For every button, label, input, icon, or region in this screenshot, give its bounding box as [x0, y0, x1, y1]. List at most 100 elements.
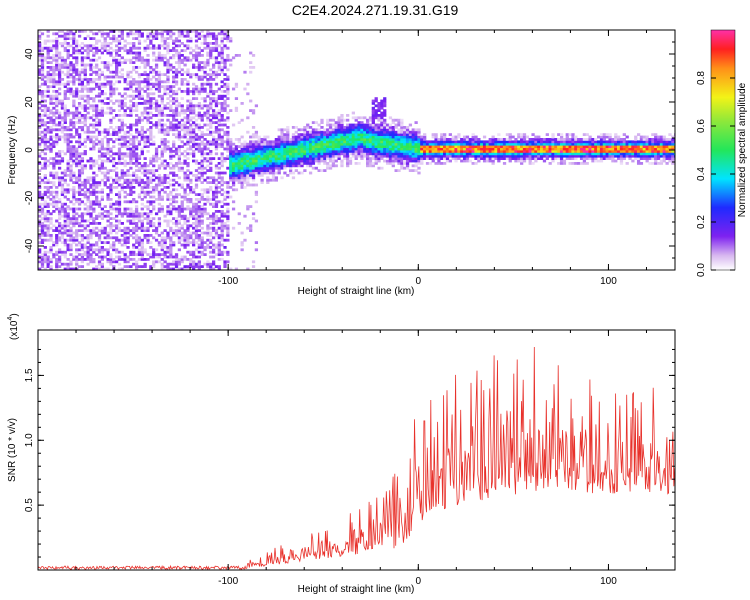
heatmap-cell [100, 188, 104, 192]
heatmap-cell [103, 152, 107, 156]
heatmap-cell [186, 183, 190, 187]
heatmap-cell [226, 210, 230, 213]
heatmap-cell [428, 145, 433, 148]
heatmap-cell [132, 138, 136, 141]
heatmap-cell [377, 140, 381, 144]
heatmap-cell [72, 186, 76, 189]
heatmap-cell [414, 147, 418, 151]
heatmap-cell [231, 147, 236, 151]
heatmap-cell [234, 109, 239, 112]
heatmap-cell [200, 147, 204, 151]
heatmap-cell [72, 224, 76, 228]
heatmap-cell [77, 118, 82, 122]
heatmap-cell [132, 246, 136, 249]
heatmap-cell [69, 207, 73, 211]
heatmap-cell [269, 140, 273, 144]
heatmap-cell [115, 255, 119, 259]
heatmap-cell [80, 90, 85, 93]
heatmap-cell [214, 49, 219, 52]
heatmap-cell [55, 80, 59, 84]
heatmap-cell [346, 159, 350, 163]
heatmap-cell [117, 198, 122, 201]
heatmap-cell [40, 56, 45, 60]
heatmap-cell [391, 138, 395, 141]
heatmap-cell [112, 258, 116, 261]
heatmap-cell [214, 121, 219, 124]
heatmap-cell [411, 164, 415, 168]
heatmap-cell [166, 212, 170, 216]
heatmap-cell [49, 56, 53, 60]
heatmap-cell [129, 181, 133, 184]
heatmap-cell [55, 238, 59, 242]
heatmap-cell [200, 176, 204, 180]
heatmap-cell [152, 186, 156, 189]
heatmap-cell [97, 147, 102, 151]
heatmap-cell [377, 130, 381, 134]
heatmap-cell [360, 150, 364, 153]
heatmap-cell [123, 229, 127, 232]
heatmap-cell [331, 130, 336, 134]
heatmap-cell [38, 236, 42, 240]
heatmap-cell [183, 154, 187, 158]
heatmap-cell [217, 73, 221, 76]
heatmap-cell [146, 186, 150, 189]
heatmap-cell [351, 150, 355, 153]
heatmap-cell [351, 128, 355, 132]
heatmap-cell [112, 90, 116, 93]
heatmap-cell [149, 39, 153, 43]
heatmap-cell [80, 236, 85, 240]
heatmap-cell [411, 152, 415, 156]
heatmap-cell [169, 128, 173, 132]
heatmap-cell [348, 147, 353, 151]
heatmap-cell [126, 94, 130, 98]
heatmap-cell [274, 150, 278, 153]
heatmap-cell [86, 80, 90, 84]
heatmap-cell [154, 126, 159, 129]
heatmap-cell [254, 241, 259, 244]
heatmap-cell [72, 42, 76, 45]
heatmap-cell [69, 147, 73, 151]
heatmap-cell [117, 126, 122, 129]
heatmap-cell [203, 188, 207, 192]
heatmap-cell [157, 241, 162, 244]
heatmap-cell [263, 140, 267, 144]
heatmap-cell [277, 147, 281, 151]
heatmap-cell [377, 145, 381, 148]
heatmap-cell [106, 140, 110, 144]
heatmap-cell [169, 190, 173, 194]
heatmap-cell [334, 164, 338, 168]
heatmap-cell [209, 133, 213, 136]
heatmap-cell [192, 66, 196, 69]
heatmap-cell [311, 154, 316, 158]
heatmap-cell [123, 97, 127, 100]
heatmap-cell [303, 130, 307, 134]
heatmap-cell [206, 157, 210, 160]
heatmap-cell [251, 135, 256, 139]
heatmap-cell [391, 135, 395, 139]
heatmap-cell [280, 152, 284, 156]
heatmap-cell [77, 258, 82, 261]
heatmap-cell [140, 188, 144, 192]
heatmap-cell [154, 102, 159, 105]
heatmap-cell [274, 176, 278, 180]
heatmap-cell [174, 229, 179, 232]
heatmap-cell [340, 147, 344, 151]
heatmap-cell [52, 224, 56, 228]
heatmap-cell [109, 30, 113, 33]
heatmap-cell [83, 250, 87, 254]
heatmap-cell [75, 229, 79, 232]
heatmap-cell [132, 142, 136, 146]
heatmap-cell [346, 152, 350, 156]
heatmap-cell [383, 109, 387, 112]
heatmap-cell [97, 56, 102, 60]
heatmap-cell [220, 114, 224, 117]
heatmap-cell [63, 138, 67, 141]
heatmap-cell [363, 138, 367, 141]
heatmap-cell [174, 118, 179, 122]
heatmap-cell [140, 147, 144, 151]
heatmap-cell [149, 128, 153, 132]
heatmap-cell [92, 188, 96, 192]
heatmap-cell [405, 152, 410, 156]
heatmap-cell [189, 147, 193, 151]
heatmap-cell [206, 169, 210, 172]
